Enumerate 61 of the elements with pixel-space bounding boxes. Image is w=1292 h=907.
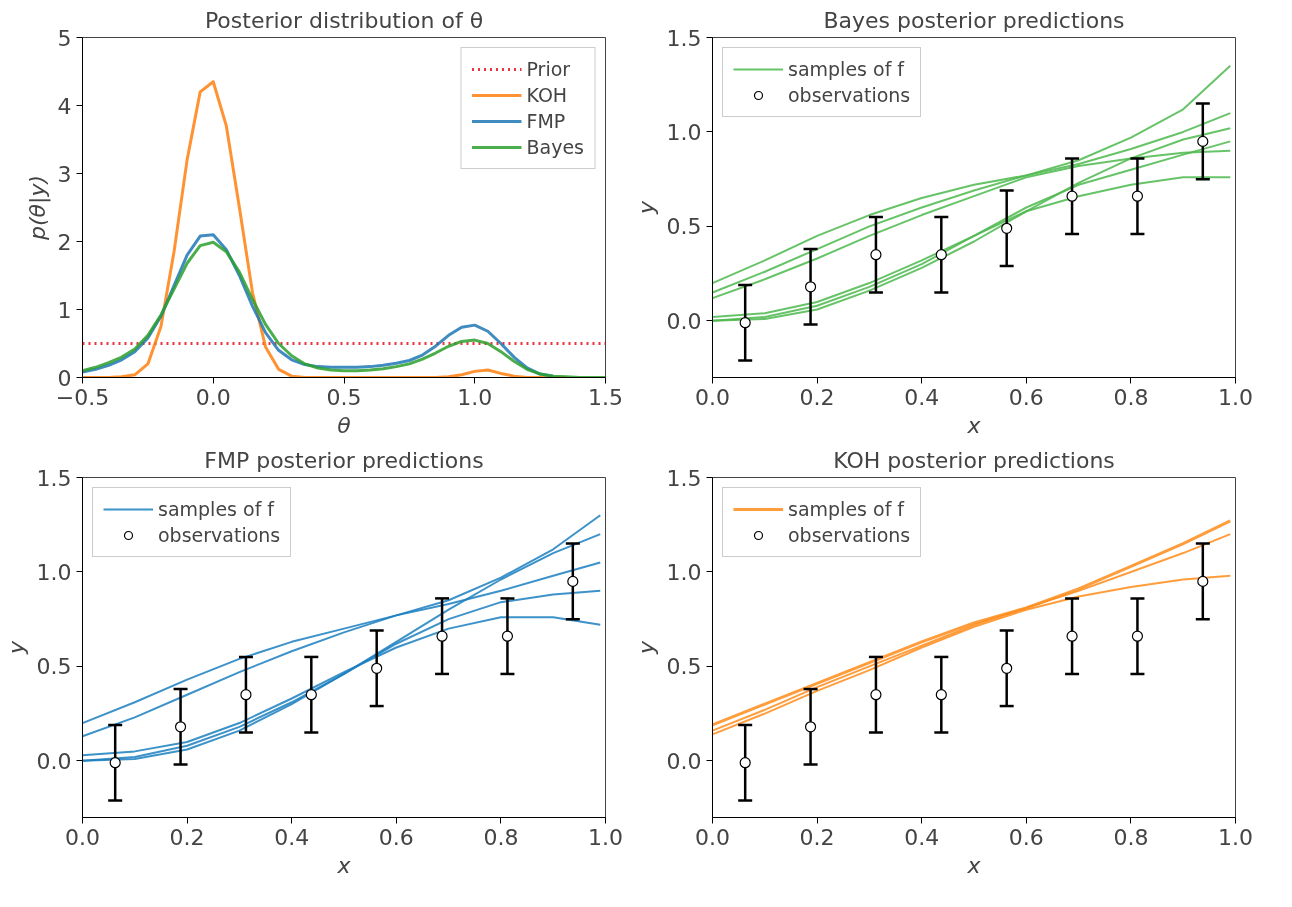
y-tick-label: 0.5 (666, 214, 702, 240)
chart-title: KOH posterior predictions (833, 447, 1115, 473)
chart-title: Posterior distribution of θ (204, 7, 484, 33)
x-tick-label: 1.0 (1218, 824, 1254, 850)
legend-label: observations (788, 524, 911, 546)
legend-label: samples of f (788, 498, 905, 520)
x-tick-label: 0.0 (695, 824, 731, 850)
legend-label: KOH (526, 84, 568, 106)
x-tick-label: 1.0 (457, 384, 493, 410)
y-axis-title: y (633, 200, 659, 216)
y-tick-label: 3 (57, 161, 72, 187)
y-tick-label: 0.0 (666, 748, 702, 774)
x-tick-label: 0.6 (1008, 384, 1044, 410)
x-tick-label: 0.4 (904, 824, 940, 850)
y-axis-title: y (3, 640, 29, 656)
y-tick-label: 0 (57, 365, 72, 391)
legend-label: FMP (526, 110, 566, 132)
x-tick-label: 0.8 (1113, 384, 1149, 410)
x-tick-label: 0.4 (904, 384, 940, 410)
x-tick-label: 0.6 (378, 824, 414, 850)
x-tick-label: 0.8 (1113, 824, 1149, 850)
x-tick-label: 1.5 (588, 384, 624, 410)
x-axis-title: x (966, 412, 982, 438)
legend-label: samples of f (788, 58, 905, 80)
x-axis-title: x (966, 852, 982, 878)
x-tick-label: 0.8 (483, 824, 519, 850)
x-tick-label: 0.0 (695, 384, 731, 410)
y-tick-label: 5 (57, 25, 72, 51)
y-axis-title: p(θ|y) (24, 174, 51, 242)
y-tick-label: 1.0 (666, 559, 702, 585)
y-tick-label: 0.5 (36, 654, 72, 680)
chart-title: Bayes posterior predictions (823, 7, 1125, 33)
legend-label: samples of f (158, 498, 275, 520)
legend-label: observations (158, 524, 281, 546)
chart-title: FMP posterior predictions (204, 447, 484, 473)
y-tick-label: 1.0 (666, 119, 702, 145)
y-tick-label: 1.5 (666, 25, 702, 51)
x-tick-label: 0.0 (195, 384, 231, 410)
x-tick-label: 1.0 (1218, 384, 1254, 410)
x-tick-label: 0.2 (169, 824, 205, 850)
x-tick-label: 0.5 (326, 384, 362, 410)
legend-label: observations (788, 84, 911, 106)
x-tick-label: 0.4 (274, 824, 310, 850)
x-axis-title: θ (337, 412, 352, 438)
x-axis-title: x (336, 852, 352, 878)
x-tick-label: 0.2 (799, 384, 835, 410)
x-tick-label: 1.0 (588, 824, 624, 850)
y-tick-label: 0.0 (36, 748, 72, 774)
legend-label: Bayes (526, 136, 584, 158)
y-tick-label: 2 (57, 229, 72, 255)
x-tick-label: 0.2 (799, 824, 835, 850)
y-tick-label: 1.5 (36, 465, 72, 491)
y-tick-label: 1.0 (36, 559, 72, 585)
x-tick-label: 0.6 (1008, 824, 1044, 850)
y-tick-label: 1 (57, 297, 72, 323)
y-axis-title: y (633, 640, 659, 656)
y-tick-label: 4 (57, 93, 72, 119)
legend-label: Prior (526, 58, 571, 80)
y-tick-label: 1.5 (666, 465, 702, 491)
y-tick-label: 0.5 (666, 654, 702, 680)
y-tick-label: 0.0 (666, 308, 702, 334)
